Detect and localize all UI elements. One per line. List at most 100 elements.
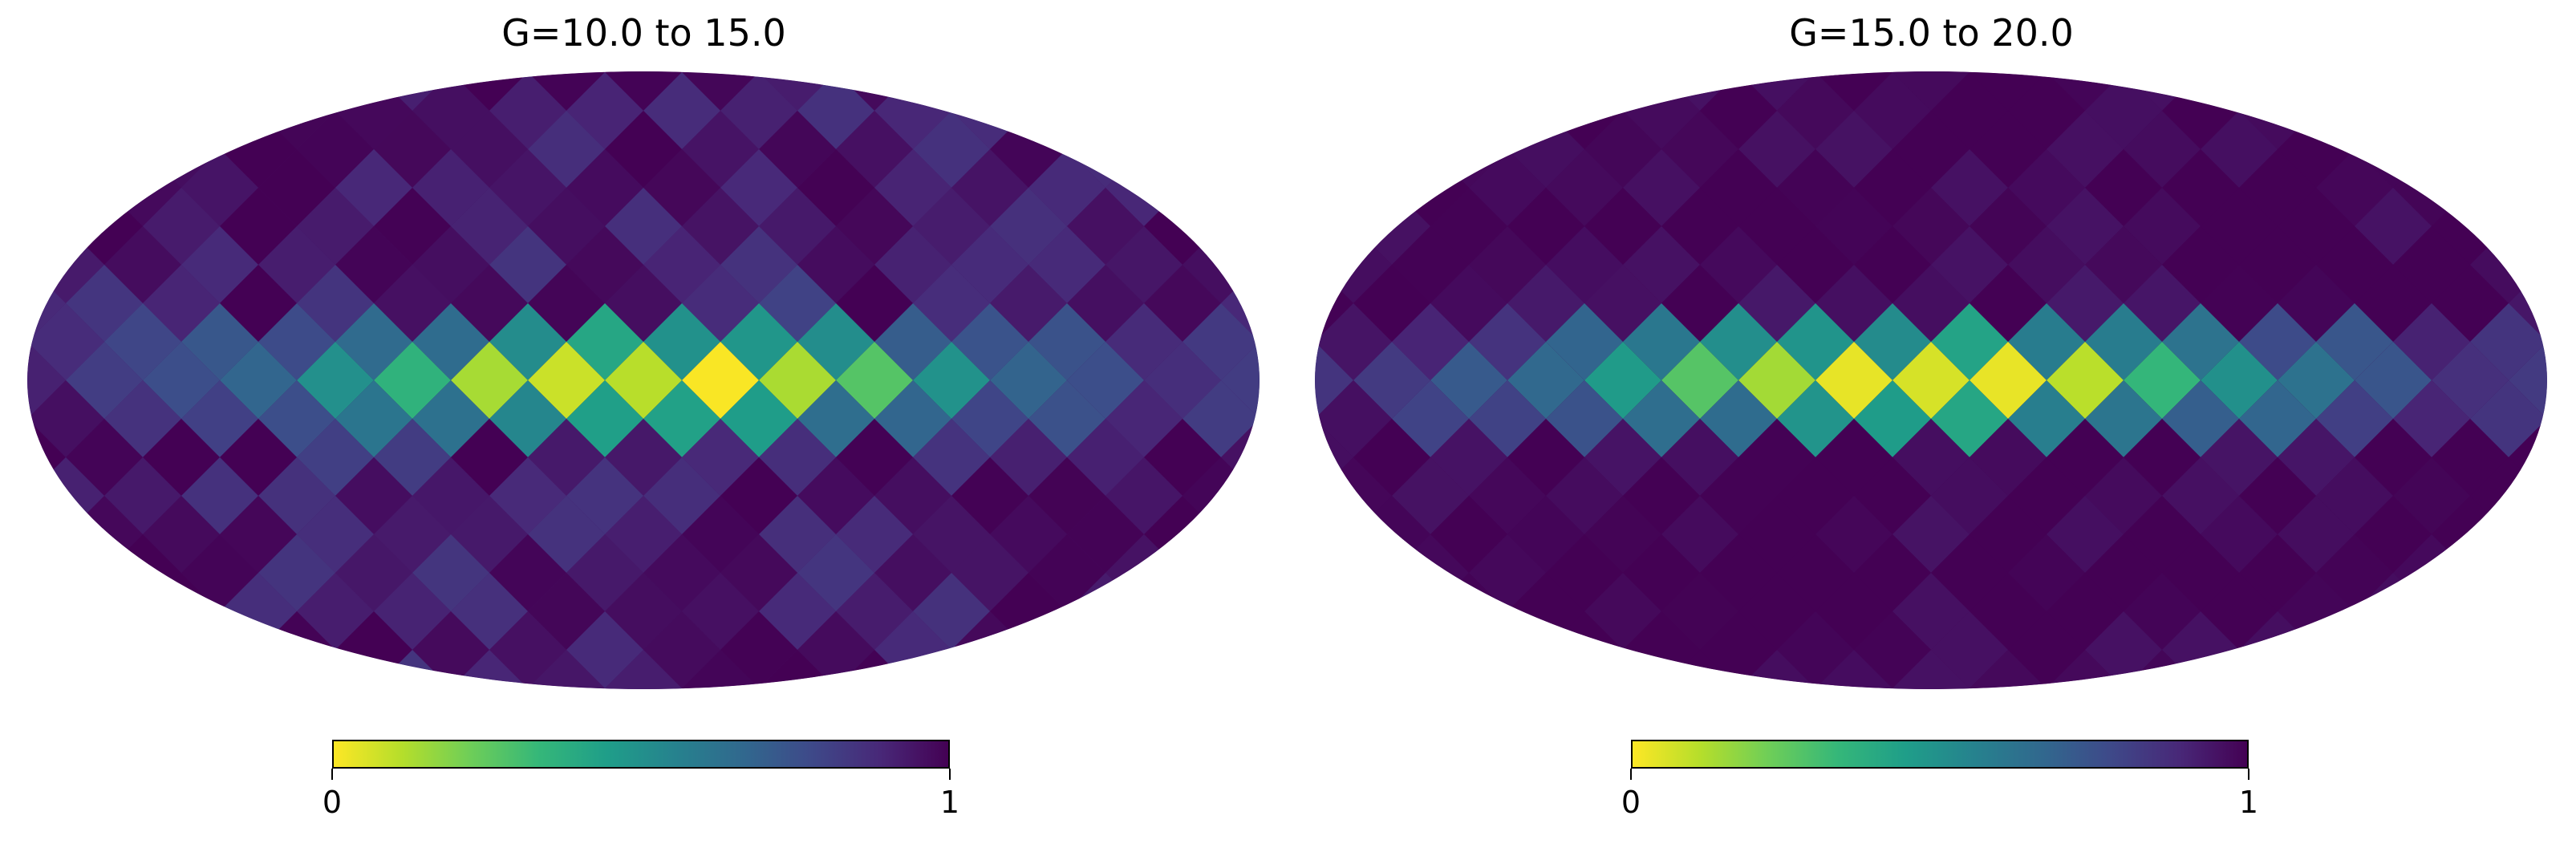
map-pixel (990, 650, 1067, 689)
map-pixel (2547, 149, 2575, 226)
map-pixel (1430, 71, 1507, 111)
map-pixel (2432, 650, 2509, 689)
map-pixel (181, 72, 258, 149)
map-title: G=10.0 to 15.0 (501, 11, 786, 55)
map-pixel (2316, 72, 2393, 149)
map-pixel (1288, 457, 1315, 534)
map-pixel (2432, 71, 2509, 111)
map-pixel (27, 72, 104, 149)
map-pixel (0, 226, 27, 303)
map-pixel (1260, 72, 1288, 149)
map-pixel (1288, 380, 1315, 457)
map-pixel (1260, 457, 1288, 534)
map-pixel (1315, 149, 1392, 226)
map-pixel (1315, 650, 1353, 689)
map-pixel (1353, 573, 1430, 650)
map-pixel (66, 650, 143, 689)
map-pixel (1584, 650, 1661, 689)
map-pixel (2355, 71, 2432, 111)
map-pixel (220, 650, 297, 689)
map-pixel (27, 149, 104, 226)
map-pixel (1288, 534, 1315, 611)
map-pixel (181, 611, 258, 688)
map-pixel (605, 650, 682, 689)
map-pixel (1183, 72, 1260, 149)
map-pixel (27, 611, 104, 688)
map-pixel (1315, 611, 1392, 688)
map-pixel (297, 650, 374, 689)
map-pixel (1221, 496, 1260, 573)
map-pixel (1067, 71, 1144, 111)
map-pixel (1469, 72, 1546, 149)
map-pixel (913, 650, 990, 689)
map-pixel (1144, 111, 1221, 188)
map-pixel (1221, 573, 1260, 650)
map-pixel (27, 534, 104, 611)
map-pixel (0, 149, 27, 226)
map-pixel (1028, 72, 1105, 149)
map-pixel (1315, 71, 1353, 111)
colorbar-tick-min (331, 769, 333, 780)
map-pixel (1288, 611, 1315, 688)
map-pixel (1469, 611, 1546, 688)
map-pixel (0, 534, 27, 611)
map-pixel (2355, 650, 2432, 689)
map-pixel (2509, 573, 2547, 650)
map-pixel (1260, 149, 1288, 226)
map-pixel (1315, 111, 1353, 188)
colorbar-gradient (1631, 740, 2249, 769)
map-pixel (990, 71, 1067, 111)
map-pixel (1144, 71, 1221, 111)
map-panel-left: G=10.0 to 15.0 0 1 (0, 11, 1288, 820)
map-pixel (2547, 611, 2575, 688)
map-pixel (2509, 111, 2547, 188)
map-pixel (1221, 111, 1260, 188)
map-pixel (2509, 650, 2547, 689)
colorbar-tick-max (2248, 769, 2249, 780)
map-pixel (2547, 226, 2575, 303)
map-pixel (1288, 149, 1315, 226)
map-pixel (66, 71, 143, 111)
map-pixel (1315, 72, 1392, 149)
colorbar-tick-min (1630, 769, 1632, 780)
map-pixel (143, 650, 220, 689)
map-pixel (1144, 573, 1221, 650)
map-pixel (1260, 380, 1288, 457)
map-pixel (104, 611, 181, 688)
map-pixel (2547, 380, 2575, 457)
map-pixel (1288, 226, 1315, 303)
map-pixel (27, 573, 66, 650)
map-pixel (1288, 303, 1315, 380)
map-pixel (27, 188, 66, 265)
map-pixel (27, 496, 66, 573)
map-pixel (0, 72, 27, 149)
map-pixel (1315, 573, 1353, 650)
map-pixel (27, 650, 66, 689)
map-pixel (2278, 650, 2355, 689)
map-title: G=15.0 to 20.0 (1789, 11, 2074, 55)
map-pixel (1183, 149, 1260, 226)
map-panel-right: G=15.0 to 20.0 0 1 (1288, 0, 2575, 844)
colorbar: 0 1 (1621, 740, 2258, 820)
map-pixel (2316, 611, 2393, 688)
map-pixel (1105, 611, 1183, 688)
map-pixel (1392, 611, 1469, 688)
map-pixel (1260, 611, 1288, 688)
map-pixel (1507, 650, 1584, 689)
map-pixel (1105, 72, 1183, 149)
map-pixel (1392, 72, 1469, 149)
map-pixel (2393, 611, 2470, 688)
map-pixel (1353, 71, 1430, 111)
map-pixel (1260, 226, 1288, 303)
map-pixel (2509, 188, 2547, 265)
map-pixel (297, 71, 374, 111)
map-pixel (1507, 71, 1584, 111)
colorbar-tick-max (949, 769, 951, 780)
map-pixel (1183, 611, 1260, 688)
map-pixel (2470, 534, 2547, 611)
map-pixel (1315, 534, 1392, 611)
map-pixel (1144, 650, 1221, 689)
colorbar-gradient (332, 740, 950, 769)
map-pixel (2509, 496, 2547, 573)
map-pixel (1288, 72, 1315, 149)
